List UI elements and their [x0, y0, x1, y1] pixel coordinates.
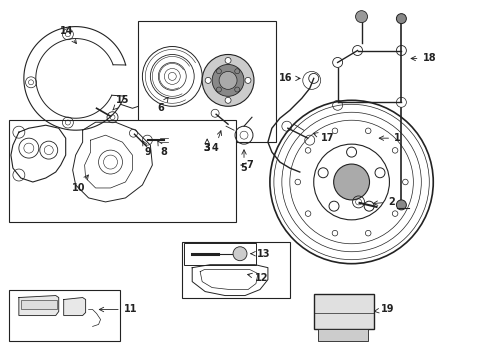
- Circle shape: [396, 200, 406, 210]
- Circle shape: [333, 164, 369, 200]
- Text: 14: 14: [60, 26, 76, 44]
- Bar: [21, 300, 57, 310]
- Text: 16: 16: [279, 73, 300, 84]
- Text: 18: 18: [410, 54, 435, 63]
- Text: 1: 1: [378, 133, 400, 143]
- Circle shape: [244, 77, 250, 84]
- Circle shape: [396, 14, 406, 24]
- Circle shape: [233, 247, 246, 261]
- Text: 4: 4: [211, 131, 221, 153]
- Text: 13: 13: [250, 249, 270, 259]
- Circle shape: [205, 77, 211, 84]
- Circle shape: [355, 11, 367, 23]
- Circle shape: [219, 71, 237, 89]
- Bar: [138, 21, 275, 142]
- Circle shape: [224, 97, 230, 103]
- Text: 6: 6: [157, 97, 168, 113]
- Text: 9: 9: [142, 141, 151, 157]
- Text: 3: 3: [203, 139, 210, 153]
- Text: 15: 15: [112, 95, 129, 110]
- Bar: [9, 120, 236, 222]
- Circle shape: [212, 64, 244, 96]
- Text: 7: 7: [241, 160, 253, 170]
- Bar: [184, 243, 255, 265]
- Text: 17: 17: [313, 132, 334, 143]
- Text: 2: 2: [372, 197, 394, 207]
- Bar: [9, 289, 120, 341]
- Text: 3: 3: [203, 143, 210, 153]
- Text: 10: 10: [72, 175, 88, 193]
- Text: 11: 11: [99, 305, 137, 315]
- Text: 5: 5: [240, 150, 247, 173]
- Polygon shape: [63, 298, 85, 315]
- Bar: [182, 242, 289, 298]
- Bar: [317, 329, 367, 341]
- Circle shape: [224, 58, 230, 63]
- Text: 8: 8: [158, 141, 167, 157]
- Text: 12: 12: [247, 273, 268, 283]
- Bar: [313, 293, 373, 329]
- Text: 19: 19: [374, 305, 393, 315]
- Circle shape: [202, 54, 253, 106]
- Polygon shape: [19, 296, 59, 315]
